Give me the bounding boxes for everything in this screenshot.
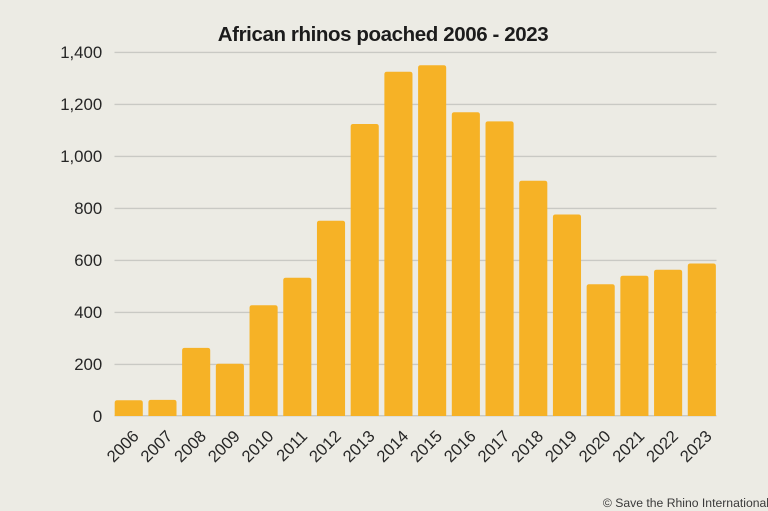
svg-text:600: 600: [74, 251, 102, 270]
svg-text:400: 400: [74, 303, 102, 322]
svg-text:800: 800: [74, 199, 102, 218]
svg-text:African rhinos poached 2006 -: African rhinos poached 2006 - 2023: [218, 23, 548, 46]
svg-text:1,000: 1,000: [60, 147, 102, 166]
svg-text:200: 200: [74, 355, 102, 374]
svg-text:© Save the Rhino International: © Save the Rhino International: [603, 496, 768, 510]
svg-text:1,400: 1,400: [60, 43, 102, 62]
svg-text:1,200: 1,200: [60, 95, 102, 114]
svg-text:0: 0: [93, 407, 102, 426]
